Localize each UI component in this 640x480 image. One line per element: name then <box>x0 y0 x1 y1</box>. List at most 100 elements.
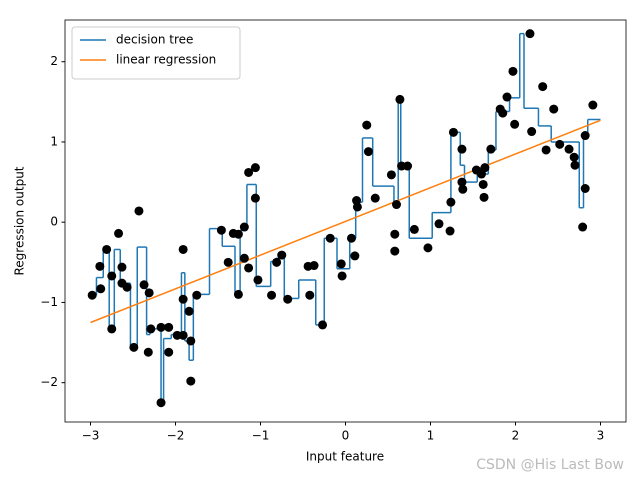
point <box>588 100 598 110</box>
point <box>117 262 127 272</box>
point <box>143 347 153 357</box>
point <box>156 398 166 408</box>
point <box>244 263 254 273</box>
point <box>580 184 590 194</box>
x-tick-label: 0 <box>342 429 350 443</box>
point <box>267 290 277 300</box>
point <box>350 251 360 261</box>
x-tick-label: 3 <box>597 429 605 443</box>
point <box>445 226 455 236</box>
point <box>186 376 196 386</box>
point <box>96 284 106 294</box>
x-tick-label: −2 <box>167 429 185 443</box>
point <box>525 29 535 39</box>
point <box>538 82 548 92</box>
point <box>457 177 467 187</box>
point <box>146 324 156 334</box>
point <box>95 261 105 271</box>
y-tick-label: 1 <box>50 134 58 148</box>
y-tick-label: 2 <box>50 54 58 68</box>
point <box>555 139 565 149</box>
point <box>363 147 373 157</box>
point <box>510 119 520 129</box>
point <box>122 282 132 292</box>
y-axis-label: Regression output <box>13 166 27 275</box>
point <box>144 288 154 298</box>
point <box>570 160 580 170</box>
point <box>309 261 319 271</box>
point <box>390 229 400 239</box>
point <box>253 275 263 285</box>
point <box>223 257 233 267</box>
point <box>283 294 293 304</box>
point <box>458 184 468 194</box>
point <box>370 193 380 203</box>
y-tick-label: −1 <box>40 295 58 309</box>
point <box>502 92 512 102</box>
y-tick-label: −2 <box>40 375 58 389</box>
legend-label: linear regression <box>116 53 216 67</box>
point <box>164 322 174 332</box>
watermark: CSDN @His Last Bow <box>476 457 624 473</box>
x-tick-label: −1 <box>252 429 270 443</box>
point <box>305 290 315 300</box>
x-axis-label: Input feature <box>306 450 384 464</box>
point <box>457 144 467 154</box>
point <box>325 233 335 243</box>
legend-box <box>71 26 241 80</box>
point <box>541 145 551 155</box>
point <box>114 228 124 238</box>
point <box>549 104 559 114</box>
point <box>580 131 590 141</box>
point <box>434 219 444 229</box>
point <box>409 224 419 234</box>
point <box>107 324 117 334</box>
point <box>178 244 188 254</box>
point <box>178 294 188 304</box>
axes-frame <box>64 19 627 423</box>
point <box>277 250 287 260</box>
point <box>129 342 139 352</box>
point <box>346 233 356 243</box>
point <box>446 197 456 207</box>
point <box>87 290 97 300</box>
x-tick-label: 1 <box>427 429 435 443</box>
point <box>233 289 243 299</box>
point <box>337 271 347 281</box>
point <box>164 347 174 357</box>
point <box>233 229 243 239</box>
point <box>239 253 249 263</box>
point <box>498 108 508 118</box>
point <box>527 127 537 137</box>
point <box>102 244 112 254</box>
point <box>508 66 518 76</box>
point <box>139 280 149 290</box>
point <box>186 336 196 346</box>
point <box>362 120 372 130</box>
point <box>395 94 405 104</box>
point <box>578 222 588 232</box>
point <box>216 225 226 235</box>
point <box>272 257 282 267</box>
point <box>392 200 401 210</box>
line <box>90 119 601 324</box>
x-tick-label: −3 <box>82 429 100 443</box>
point <box>239 222 249 232</box>
point <box>448 127 458 137</box>
x-tick-label: 2 <box>512 429 520 443</box>
point <box>390 246 400 256</box>
point <box>336 259 346 269</box>
point <box>192 290 202 300</box>
point <box>352 202 362 212</box>
point <box>403 161 413 171</box>
point <box>244 167 254 177</box>
point <box>478 179 488 189</box>
point <box>156 322 166 332</box>
point <box>318 320 328 330</box>
point <box>386 170 396 180</box>
point <box>564 144 574 154</box>
point <box>178 330 188 340</box>
point <box>479 192 489 202</box>
legend-label: decision tree <box>116 33 193 47</box>
